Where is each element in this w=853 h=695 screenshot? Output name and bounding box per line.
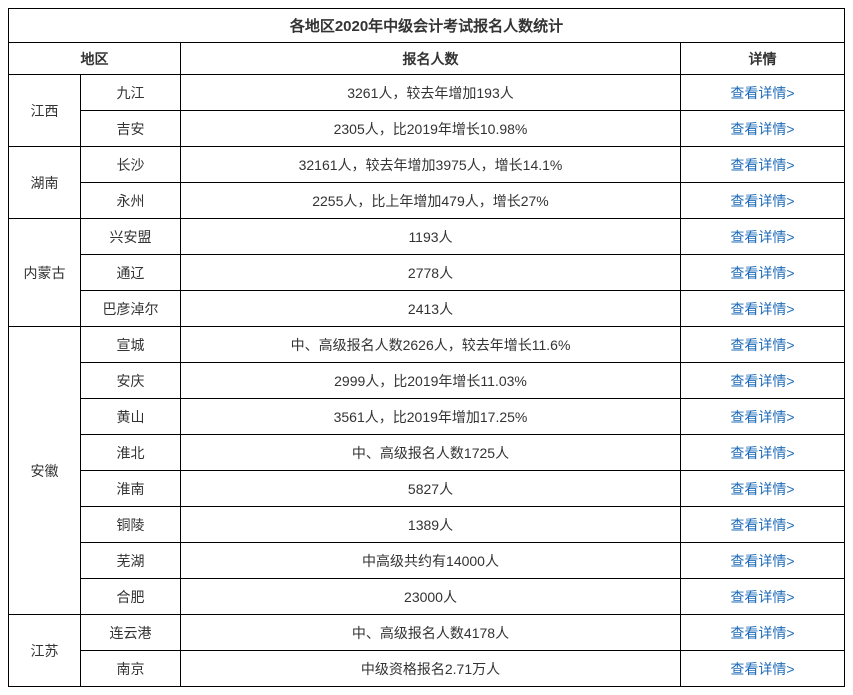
city-cell: 永州 xyxy=(81,183,181,219)
city-cell: 巴彦淖尔 xyxy=(81,291,181,327)
city-cell: 兴安盟 xyxy=(81,219,181,255)
table-row: 内蒙古兴安盟1193人查看详情> xyxy=(9,219,845,255)
view-detail-link[interactable]: 查看详情> xyxy=(730,265,794,281)
count-cell: 2305人，比2019年增长10.98% xyxy=(181,111,681,147)
detail-cell: 查看详情> xyxy=(681,471,845,507)
view-detail-link[interactable]: 查看详情> xyxy=(730,445,794,461)
count-cell: 中级资格报名2.71万人 xyxy=(181,651,681,687)
view-detail-link[interactable]: 查看详情> xyxy=(730,409,794,425)
table-row: 湖南长沙32161人，较去年增加3975人，增长14.1%查看详情> xyxy=(9,147,845,183)
table-row: 安庆2999人，比2019年增长11.03% 查看详情> xyxy=(9,363,845,399)
province-cell: 内蒙古 xyxy=(9,219,81,327)
table-row: 芜湖中高级共约有14000人 查看详情> xyxy=(9,543,845,579)
table-row: 江苏连云港中、高级报名人数4178人查看详情> xyxy=(9,615,845,651)
city-cell: 通辽 xyxy=(81,255,181,291)
count-cell: 2778人 xyxy=(181,255,681,291)
count-cell: 中、高级报名人数1725人 xyxy=(181,435,681,471)
city-cell: 安庆 xyxy=(81,363,181,399)
view-detail-link[interactable]: 查看详情> xyxy=(730,661,794,677)
title-row: 各地区2020年中级会计考试报名人数统计 xyxy=(9,9,845,43)
view-detail-link[interactable]: 查看详情> xyxy=(730,301,794,317)
city-cell: 宣城 xyxy=(81,327,181,363)
count-cell: 2413人 xyxy=(181,291,681,327)
view-detail-link[interactable]: 查看详情> xyxy=(730,229,794,245)
detail-cell: 查看详情> xyxy=(681,219,845,255)
detail-cell: 查看详情> xyxy=(681,399,845,435)
table-row: 黄山3561人，比2019年增加17.25% 查看详情> xyxy=(9,399,845,435)
count-cell: 2255人，比上年增加479人，增长27% xyxy=(181,183,681,219)
table-row: 江西九江3261人，较去年增加193人查看详情> xyxy=(9,75,845,111)
header-row: 地区 报名人数 详情 xyxy=(9,43,845,75)
count-cell: 中、高级报名人数4178人 xyxy=(181,615,681,651)
table-title: 各地区2020年中级会计考试报名人数统计 xyxy=(9,9,845,43)
city-cell: 合肥 xyxy=(81,579,181,615)
count-cell: 23000人 xyxy=(181,579,681,615)
detail-cell: 查看详情> xyxy=(681,183,845,219)
table-row: 通辽2778人 查看详情> xyxy=(9,255,845,291)
city-cell: 铜陵 xyxy=(81,507,181,543)
detail-cell: 查看详情> xyxy=(681,75,845,111)
detail-cell: 查看详情> xyxy=(681,327,845,363)
province-cell: 江苏 xyxy=(9,615,81,687)
registration-stats-table: 各地区2020年中级会计考试报名人数统计 地区 报名人数 详情 江西九江3261… xyxy=(8,8,845,687)
city-cell: 黄山 xyxy=(81,399,181,435)
city-cell: 九江 xyxy=(81,75,181,111)
detail-cell: 查看详情> xyxy=(681,579,845,615)
table-row: 吉安2305人，比2019年增长10.98% 查看详情> xyxy=(9,111,845,147)
detail-cell: 查看详情> xyxy=(681,435,845,471)
city-cell: 长沙 xyxy=(81,147,181,183)
view-detail-link[interactable]: 查看详情> xyxy=(730,373,794,389)
header-detail: 详情 xyxy=(681,43,845,75)
view-detail-link[interactable]: 查看详情> xyxy=(730,193,794,209)
view-detail-link[interactable]: 查看详情> xyxy=(730,553,794,569)
detail-cell: 查看详情> xyxy=(681,111,845,147)
view-detail-link[interactable]: 查看详情> xyxy=(730,517,794,533)
province-cell: 江西 xyxy=(9,75,81,147)
city-cell: 连云港 xyxy=(81,615,181,651)
detail-cell: 查看详情> xyxy=(681,291,845,327)
view-detail-link[interactable]: 查看详情> xyxy=(730,481,794,497)
table-row: 永州2255人，比上年增加479人，增长27% 查看详情> xyxy=(9,183,845,219)
view-detail-link[interactable]: 查看详情> xyxy=(730,85,794,101)
count-cell: 5827人 xyxy=(181,471,681,507)
view-detail-link[interactable]: 查看详情> xyxy=(730,589,794,605)
view-detail-link[interactable]: 查看详情> xyxy=(730,157,794,173)
view-detail-link[interactable]: 查看详情> xyxy=(730,625,794,641)
count-cell: 2999人，比2019年增长11.03% xyxy=(181,363,681,399)
count-cell: 1193人 xyxy=(181,219,681,255)
count-cell: 中、高级报名人数2626人，较去年增长11.6% xyxy=(181,327,681,363)
table-row: 淮北中、高级报名人数1725人 查看详情> xyxy=(9,435,845,471)
view-detail-link[interactable]: 查看详情> xyxy=(730,121,794,137)
detail-cell: 查看详情> xyxy=(681,363,845,399)
detail-cell: 查看详情> xyxy=(681,543,845,579)
detail-cell: 查看详情> xyxy=(681,147,845,183)
detail-cell: 查看详情> xyxy=(681,651,845,687)
table-row: 安徽宣城中、高级报名人数2626人，较去年增长11.6%查看详情> xyxy=(9,327,845,363)
count-cell: 3561人，比2019年增加17.25% xyxy=(181,399,681,435)
header-count: 报名人数 xyxy=(181,43,681,75)
header-region: 地区 xyxy=(9,43,181,75)
detail-cell: 查看详情> xyxy=(681,507,845,543)
province-cell: 安徽 xyxy=(9,327,81,615)
table-row: 合肥23000人 查看详情> xyxy=(9,579,845,615)
table-body: 各地区2020年中级会计考试报名人数统计 地区 报名人数 详情 江西九江3261… xyxy=(9,9,845,687)
detail-cell: 查看详情> xyxy=(681,615,845,651)
count-cell: 1389人 xyxy=(181,507,681,543)
city-cell: 淮南 xyxy=(81,471,181,507)
view-detail-link[interactable]: 查看详情> xyxy=(730,337,794,353)
table-row: 巴彦淖尔2413人 查看详情> xyxy=(9,291,845,327)
province-cell: 湖南 xyxy=(9,147,81,219)
table-row: 南京中级资格报名2.71万人 查看详情> xyxy=(9,651,845,687)
city-cell: 吉安 xyxy=(81,111,181,147)
count-cell: 32161人，较去年增加3975人，增长14.1% xyxy=(181,147,681,183)
city-cell: 芜湖 xyxy=(81,543,181,579)
table-row: 铜陵1389人 查看详情> xyxy=(9,507,845,543)
count-cell: 中高级共约有14000人 xyxy=(181,543,681,579)
table-row: 淮南5827人 查看详情> xyxy=(9,471,845,507)
city-cell: 淮北 xyxy=(81,435,181,471)
count-cell: 3261人，较去年增加193人 xyxy=(181,75,681,111)
detail-cell: 查看详情> xyxy=(681,255,845,291)
city-cell: 南京 xyxy=(81,651,181,687)
